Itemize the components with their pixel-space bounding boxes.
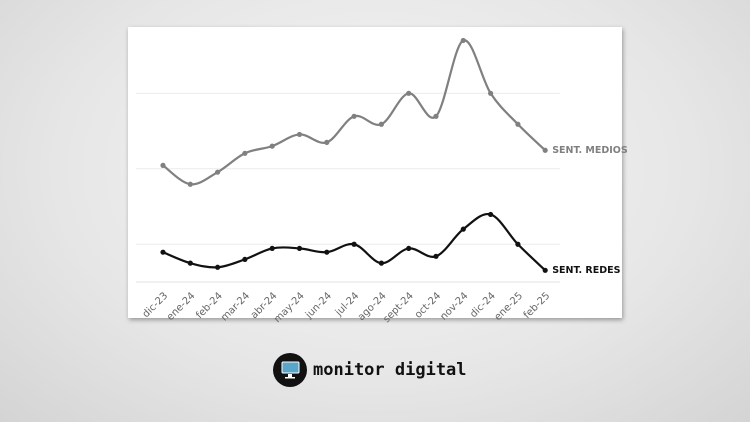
point: [542, 267, 548, 273]
point: [351, 241, 357, 247]
point: [187, 260, 193, 266]
point: [406, 245, 412, 252]
point: [515, 241, 521, 247]
point: [160, 249, 166, 255]
point: [351, 113, 357, 119]
point: [187, 181, 193, 187]
point: [488, 211, 494, 218]
point: [324, 249, 330, 255]
point: [269, 143, 275, 149]
chart-card: [128, 27, 622, 318]
series-label: SENT. REDES: [552, 265, 620, 276]
point: [242, 150, 248, 156]
point: [215, 264, 221, 270]
point: [269, 245, 275, 252]
point: [378, 260, 384, 266]
point: [406, 90, 412, 96]
point: [488, 90, 494, 96]
point: [215, 169, 221, 175]
point: [433, 113, 439, 119]
series-label: SENT. MEDIOS: [552, 145, 628, 156]
point: [296, 131, 303, 138]
point: [324, 139, 330, 145]
point: [296, 245, 303, 252]
brand-name: monitor digital: [313, 360, 467, 380]
point: [160, 162, 166, 168]
point: [460, 37, 466, 44]
point: [542, 147, 548, 153]
point: [515, 121, 521, 127]
point: [433, 253, 439, 259]
point: [242, 256, 248, 262]
brand-logo: [273, 353, 307, 387]
point: [460, 226, 466, 232]
point: [378, 121, 384, 127]
